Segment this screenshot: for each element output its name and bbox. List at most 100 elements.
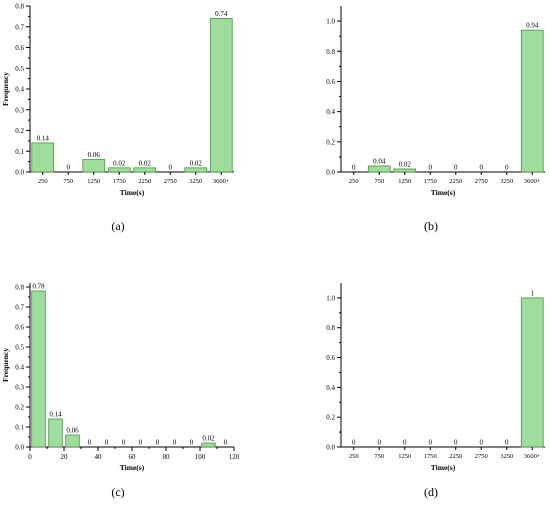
chart-panel-d: 0.0 0.2 0.4 0.6 0.8 1.0 0 250 0 750 0 1250 0 1750 0 225… (326, 283, 545, 499)
bar-value-label: 0.74 (215, 10, 228, 18)
y-tick-label: 0.2 (326, 414, 335, 422)
bar (31, 290, 46, 448)
bar (107, 167, 131, 173)
x-tick-label: 3600+ (213, 178, 230, 185)
x-tick-label: 1750 (424, 453, 437, 460)
y-tick-label: 0.1 (15, 148, 24, 156)
chart-panel-b: 0.0 0.2 0.4 0.6 0.8 1.0 0 250 0.04 750 0.02 1250 0 17… (326, 6, 545, 233)
y-tick-label: 0.3 (15, 384, 24, 392)
y-tick-label: 0.1 (15, 424, 24, 432)
bar (31, 142, 55, 173)
y-tick-label: 0.2 (326, 138, 335, 146)
y-tick-label: 0.6 (15, 44, 24, 52)
y-tick-label: 0.5 (15, 344, 24, 352)
y-tick-label: 0.6 (15, 324, 24, 332)
bar (367, 165, 391, 173)
x-tick-label: 750 (63, 178, 73, 185)
x-tick-label: 1250 (398, 178, 411, 185)
y-tick-label: 0.7 (15, 304, 24, 312)
bar-value-label: 0 (352, 164, 356, 172)
bar-value-label: 0 (173, 439, 177, 447)
bar-value-label: 0 (352, 439, 356, 447)
y-tick-label: 0.8 (15, 3, 24, 11)
x-tick-label: 100 (195, 453, 206, 461)
bar-value-label: 0.14 (49, 411, 62, 419)
y-tick-label: 0.4 (326, 108, 335, 116)
y-tick-label: 1.0 (326, 294, 335, 302)
y-tick-label: 0.8 (326, 324, 335, 332)
x-axis-title: Time(s) (120, 463, 145, 472)
bar (520, 29, 544, 173)
bar (520, 297, 544, 448)
panel-caption: (b) (424, 219, 438, 233)
y-tick-label: 0.8 (326, 48, 335, 56)
bar-value-label: 0.02 (139, 159, 152, 167)
bar-value-label: 0.14 (37, 134, 50, 142)
x-tick-label: 40 (95, 453, 103, 461)
x-tick-label: 2750 (475, 453, 488, 460)
bar (184, 167, 208, 173)
bar-value-label: 0.04 (373, 157, 386, 165)
x-tick-label: 1750 (424, 178, 437, 185)
y-tick-label: 0.0 (326, 169, 335, 177)
x-tick-label: 3600+ (524, 178, 541, 185)
x-axis-title: Time(s) (431, 188, 456, 197)
y-tick-label: 0.6 (326, 78, 335, 86)
bar (82, 159, 106, 173)
bar (393, 168, 417, 173)
bar-value-label: 0 (480, 164, 484, 172)
panel-caption: (c) (111, 485, 124, 499)
x-tick-label: 250 (349, 453, 359, 460)
y-tick-label: 0.6 (326, 354, 335, 362)
bar-value-label: 1 (531, 289, 535, 297)
y-tick-label: 1.0 (326, 18, 335, 26)
bar (48, 418, 63, 448)
bar-value-label: 0 (190, 439, 194, 447)
bar-value-label: 0 (378, 439, 382, 447)
chart-panel-c: 0.0 0.1 0.2 0.3 0.4 0.5 0.6 0.7 0.8 Frequency 0.78… (1, 283, 240, 500)
x-tick-label: 1250 (398, 453, 411, 460)
bar-value-label: 0 (105, 439, 109, 447)
x-tick-label: 2250 (449, 453, 462, 460)
x-tick-label: 3250 (500, 453, 513, 460)
bar-value-label: 0 (480, 439, 484, 447)
y-tick-label: 0.2 (15, 404, 24, 412)
x-tick-label: 1250 (87, 178, 100, 185)
bar-value-label: 0 (156, 439, 160, 447)
x-tick-label: 1750 (113, 178, 126, 185)
x-tick-label: 80 (163, 453, 171, 461)
bar-value-label: 0 (505, 439, 509, 447)
bar-value-label: 0 (88, 439, 92, 447)
x-axis-title: Time(s) (431, 463, 456, 472)
bar-value-label: 0 (224, 439, 228, 447)
bar-value-label: 0.02 (399, 160, 412, 168)
y-tick-label: 0.7 (15, 23, 24, 31)
bar-value-label: 0 (454, 439, 458, 447)
bar-value-label: 0.06 (88, 151, 101, 159)
y-tick-label: 0.5 (15, 65, 24, 73)
bar-value-label: 0 (122, 439, 126, 447)
y-tick-label: 0.0 (326, 444, 335, 452)
y-tick-label: 0.0 (15, 444, 24, 452)
x-tick-label: 3250 (500, 178, 513, 185)
bar-value-label: 0.02 (190, 159, 203, 167)
x-tick-label: 60 (129, 453, 137, 461)
x-tick-label: 250 (38, 178, 48, 185)
bar-value-label: 0 (429, 164, 433, 172)
bar-value-label: 0.02 (113, 159, 126, 167)
panel-caption: (a) (111, 219, 124, 233)
y-tick-label: 0.3 (15, 106, 24, 114)
x-tick-label: 3600+ (524, 453, 541, 460)
y-tick-label: 0.2 (15, 127, 24, 135)
x-tick-label: 20 (61, 453, 69, 461)
x-tick-label: 3250 (189, 178, 202, 185)
bar-value-label: 0.02 (202, 435, 215, 443)
bar (201, 442, 216, 448)
x-tick-label: 2250 (449, 178, 462, 185)
y-tick-label: 0.8 (15, 284, 24, 292)
bar-value-label: 0.06 (66, 427, 79, 435)
x-tick-label: 2750 (475, 178, 488, 185)
y-axis-title: Frequency (1, 72, 10, 106)
x-tick-label: 750 (374, 178, 384, 185)
